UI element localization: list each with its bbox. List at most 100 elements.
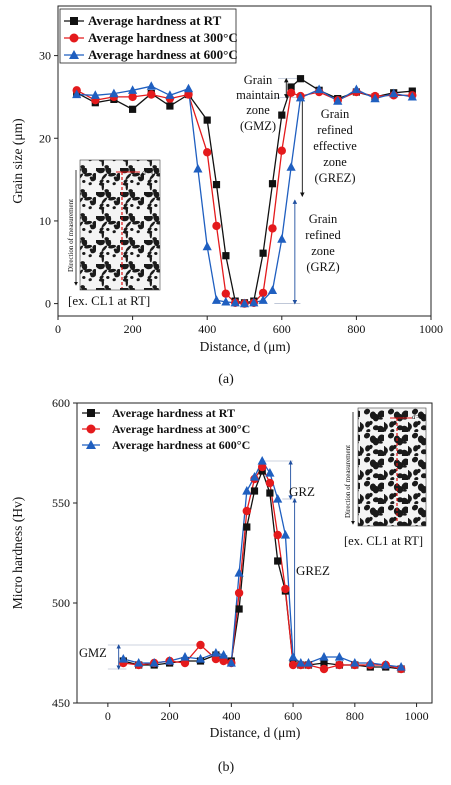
- data-point-circle: [335, 660, 344, 670]
- data-point-circle: [268, 224, 277, 233]
- svg-text:maintain: maintain: [236, 88, 280, 102]
- data-point-square: [408, 87, 416, 95]
- data-point-triangle: [288, 652, 298, 661]
- data-point-triangle: [396, 662, 406, 671]
- data-point-triangle: [134, 658, 144, 667]
- legend-label: Average hardness at 600°C: [88, 47, 238, 62]
- grez-label-a: Grain refined effective zone (GREZ): [313, 107, 357, 185]
- inset-caption-b: [ex. CL1 at RT]: [344, 534, 423, 548]
- data-point-triangle: [350, 658, 360, 667]
- data-point-triangle: [351, 84, 361, 94]
- data-point-triangle: [149, 658, 159, 667]
- legend-triangle-marker: [69, 50, 79, 59]
- y-tick-label: 20: [39, 131, 51, 145]
- legend-box-a: [59, 8, 237, 64]
- y-tick-label: 10: [39, 214, 51, 228]
- data-point-triangle: [226, 658, 236, 667]
- x-tick-label: 1000: [405, 709, 429, 723]
- data-point-triangle: [211, 295, 222, 304]
- data-point-triangle: [230, 297, 240, 307]
- svg-text:effective: effective: [313, 139, 357, 153]
- data-point-triangle: [277, 234, 287, 243]
- caption-a: (a): [218, 372, 234, 387]
- data-point-triangle: [211, 648, 221, 657]
- axes-b: 0 200 400 600 800 1000 450 500 550 600: [52, 396, 429, 723]
- inset-image-a: [79, 159, 161, 291]
- origin-label-a: d=0: [142, 168, 155, 177]
- data-point-circle: [212, 221, 221, 231]
- legend-b: Average hardness at RT Average hardness …: [82, 406, 250, 452]
- legend-label: Average hardness at RT: [88, 13, 222, 28]
- data-point-square: [203, 116, 211, 124]
- data-point-square: [235, 605, 243, 613]
- caption-b: (b): [218, 760, 235, 775]
- data-point-triangle: [193, 163, 203, 173]
- svg-text:refined: refined: [305, 228, 341, 242]
- origin-label-b: d=0: [412, 413, 424, 421]
- data-point-triangle: [165, 90, 175, 99]
- data-point-circle: [211, 654, 221, 664]
- inset-caption-a: [ex. CL1 at RT]: [68, 293, 150, 308]
- data-point-square: [259, 249, 267, 257]
- data-point-circle: [221, 289, 230, 298]
- data-point-circle: [258, 288, 268, 298]
- data-point-triangle: [370, 93, 380, 103]
- data-point-circle: [258, 462, 267, 472]
- series-layer-a: [72, 75, 417, 308]
- direction-label-b: Direction of measurement: [344, 445, 352, 518]
- x-tick-label: 0: [55, 322, 61, 336]
- data-point-triangle: [221, 296, 231, 306]
- data-point-circle: [281, 584, 290, 594]
- legend-square-marker: [87, 409, 95, 417]
- series-layer-b: [118, 456, 406, 674]
- data-point-triangle: [165, 656, 175, 665]
- x-tick-label: 400: [198, 322, 216, 336]
- data-point-triangle: [280, 530, 290, 539]
- data-point-triangle: [239, 298, 250, 308]
- data-point-square: [222, 252, 230, 260]
- data-point-circle: [196, 640, 205, 650]
- data-point-triangle: [183, 83, 194, 93]
- direction-label-a: Direction of measurement: [67, 199, 75, 272]
- data-point-triangle: [295, 92, 306, 102]
- data-point-triangle: [72, 89, 82, 99]
- y-tick-label: 600: [52, 396, 70, 410]
- data-point-triangle: [286, 162, 296, 171]
- inset-micrograph-a: d=0 Direction of measurement [ex. CL1 at…: [67, 159, 161, 308]
- grez-label-b: GREZ: [296, 563, 330, 578]
- data-point-triangle: [333, 96, 343, 105]
- x-tick-label: 600: [284, 709, 302, 723]
- legend-entry-b-rt: Average hardness at RT: [82, 406, 235, 420]
- x-tick-label: 800: [347, 322, 365, 336]
- svg-text:(GRZ): (GRZ): [306, 260, 339, 274]
- data-point-triangle: [219, 650, 229, 659]
- svg-text:refined: refined: [317, 123, 353, 137]
- data-point-triangle: [319, 652, 329, 661]
- data-point-circle: [277, 146, 286, 155]
- x-tick-label: 200: [124, 322, 142, 336]
- data-point-triangle: [258, 295, 268, 304]
- x-axis-label-a: Distance, d (μm): [200, 339, 291, 354]
- data-point-circle: [184, 90, 193, 99]
- x-tick-label: 1000: [419, 322, 443, 336]
- inset-image-b: [357, 407, 427, 527]
- svg-text:(GREZ): (GREZ): [315, 171, 356, 185]
- x-axis-label-b: Distance, d (μm): [210, 725, 301, 740]
- data-point-triangle: [381, 660, 391, 669]
- data-point-square: [266, 489, 274, 497]
- legend-entry-a-rt: Average hardness at RT: [64, 13, 222, 28]
- gmz-label-a: Grain maintain zone (GMZ): [236, 73, 280, 133]
- data-point-square: [212, 181, 221, 189]
- grz-label-a: Grain refined zone (GRZ): [305, 212, 341, 274]
- y-tick-label: 30: [39, 49, 51, 63]
- data-point-square: [287, 83, 295, 91]
- y-axis-label-a: Grain size (μm): [10, 118, 25, 203]
- data-point-triangle: [146, 81, 156, 90]
- y-tick-label: 550: [52, 496, 70, 510]
- legend-label: Average hardness at 300°C: [88, 30, 238, 45]
- data-point-triangle: [257, 456, 267, 465]
- data-point-triangle: [109, 88, 119, 98]
- data-point-triangle: [303, 658, 314, 667]
- panel-b: 0 200 400 600 800 1000 450 500 550 600 Average ha…: [10, 396, 433, 775]
